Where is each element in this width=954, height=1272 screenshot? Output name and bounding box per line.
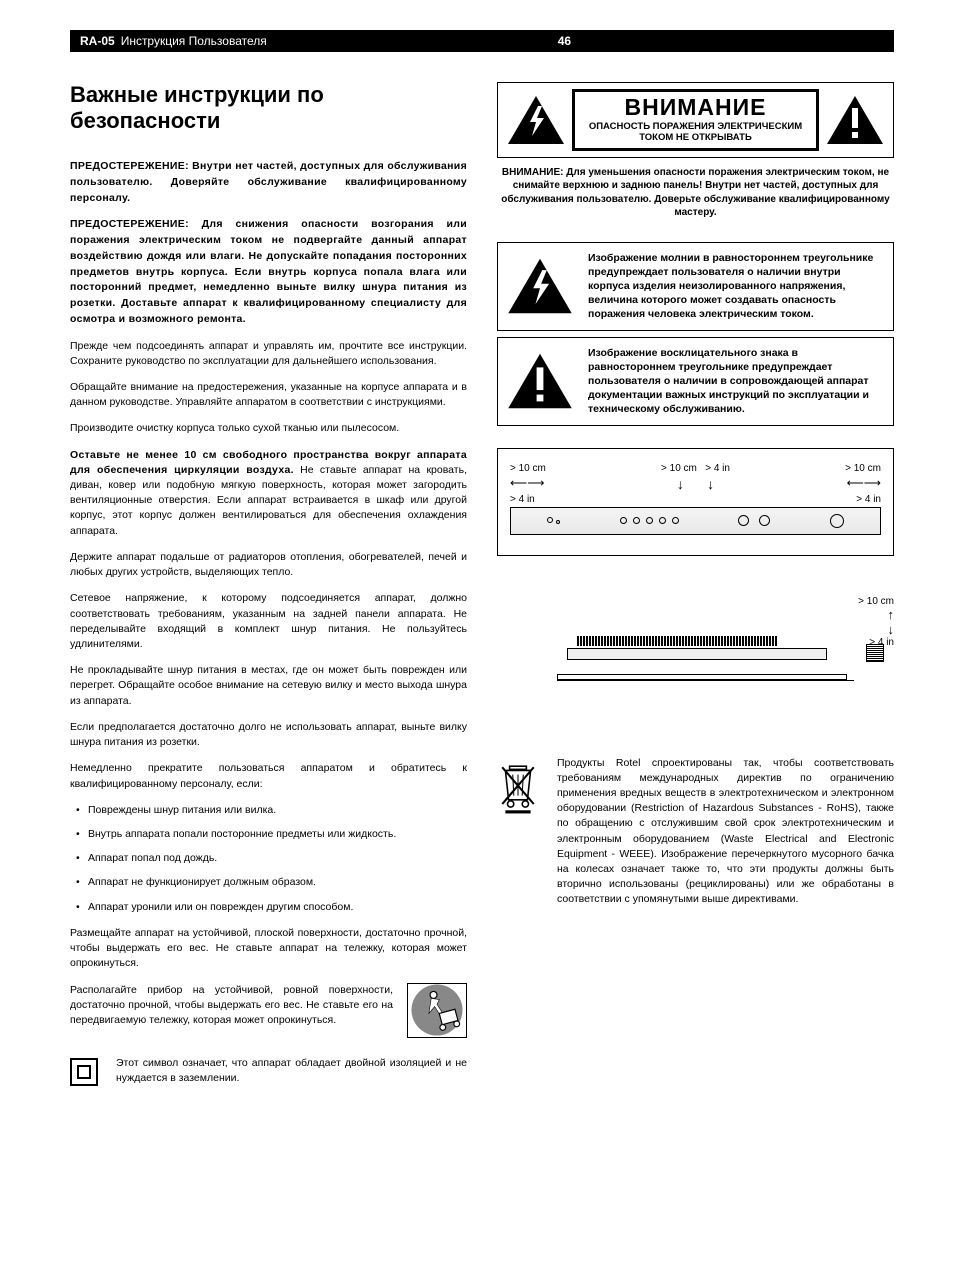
para-placement: Размещайте аппарат на устойчивой, плоско… (70, 926, 467, 972)
clearance-diagram-front: > 10 cm > 10 cm > 4 in > 10 cm ⟵⟶ ↓ ↓ ⟵⟶… (497, 448, 894, 556)
warning-subtitle: ОПАСНОСТЬ ПОРАЖЕНИЯ ЭЛЕКТРИЧЕСКИМ ТОКОМ … (583, 121, 808, 144)
fault-item: Внутрь аппарата попали посторонние предм… (70, 827, 467, 842)
weee-text: Продукты Rotel спроектированы так, чтобы… (557, 756, 894, 908)
clearance-label: > 4 in (705, 463, 730, 474)
fault-item: Повреждены шнур питания или вилка. (70, 803, 467, 818)
para-ventilation: Оставьте не менее 10 см свободного прост… (70, 448, 467, 539)
clearance-diagram-side: > 10 cm ↑↓ > 4 in (497, 596, 894, 726)
arrow-icon: ↑↓ (858, 607, 894, 637)
content-columns: Важные инструкции по безопасности ПРЕДОС… (70, 82, 894, 1086)
arrow-icon: ⟵⟶ (510, 476, 544, 492)
arrow-icon: ↓ ↓ (677, 476, 714, 492)
lightning-icon (506, 94, 566, 146)
page-title: Важные инструкции по безопасности (70, 82, 467, 134)
para-cleaning: Производите очистку корпуса только сухой… (70, 421, 467, 436)
warning-panel: ВНИМАНИЕ ОПАСНОСТЬ ПОРАЖЕНИЯ ЭЛЕКТРИЧЕСК… (497, 82, 894, 158)
fault-item: Аппарат попал под дождь. (70, 851, 467, 866)
left-column: Важные инструкции по безопасности ПРЕДОС… (70, 82, 467, 1086)
exclamation-symbol-text: Изображение восклицательного знака в рав… (588, 346, 885, 417)
lightning-symbol-block: Изображение молнии в равностороннем треу… (497, 242, 894, 331)
clearance-label: > 4 in (856, 494, 881, 505)
clearance-label: > 10 cm (510, 463, 546, 474)
weee-icon (497, 762, 539, 820)
double-insulation-block: Этот символ означает, что аппарат облада… (70, 1056, 467, 1086)
right-column: ВНИМАНИЕ ОПАСНОСТЬ ПОРАЖЕНИЯ ЭЛЕКТРИЧЕСК… (497, 82, 894, 1086)
warning-title: ВНИМАНИЕ (583, 94, 808, 121)
para-cord: Не прокладывайте шнур питания в местах, … (70, 663, 467, 709)
para-voltage: Сетевое напряжение, к которому подсоедин… (70, 591, 467, 652)
double-insulation-text: Этот символ означает, что аппарат облада… (116, 1056, 467, 1086)
para-unplug: Если предполагается достаточно долго не … (70, 720, 467, 750)
exclamation-icon (506, 351, 574, 411)
header-subtitle: Инструкция Пользователя (121, 34, 267, 48)
warning-1: ПРЕДОСТЕРЕЖЕНИЕ: Внутри нет частей, дост… (70, 159, 467, 206)
lightning-symbol-text: Изображение молнии в равностороннем треу… (588, 251, 885, 322)
para-heed-warnings: Обращайте внимание на предостережения, у… (70, 380, 467, 410)
warning-2: ПРЕДОСТЕРЕЖЕНИЕ: Для снижения опасности … (70, 217, 467, 327)
header-bar: RA-05 Инструкция Пользователя 46 (70, 30, 894, 52)
cart-tip-icon (407, 983, 467, 1038)
amplifier-side-drawing (557, 636, 854, 681)
arrow-icon: ⟵⟶ (847, 476, 881, 492)
clearance-label: > 10 cm (858, 596, 894, 607)
para-stop-use: Немедленно прекратите пользоваться аппар… (70, 761, 467, 791)
warning-center-box: ВНИМАНИЕ ОПАСНОСТЬ ПОРАЖЕНИЯ ЭЛЕКТРИЧЕСК… (572, 89, 819, 151)
exclamation-symbol-block: Изображение восклицательного знака в рав… (497, 337, 894, 426)
para-heat: Держите аппарат подальше от радиаторов о… (70, 550, 467, 580)
weee-block: Продукты Rotel спроектированы так, чтобы… (497, 756, 894, 908)
cart-text: Располагайте прибор на устойчивой, ровно… (70, 983, 393, 1029)
clearance-label: > 10 cm (661, 463, 697, 474)
model-label: RA-05 (80, 34, 115, 48)
amplifier-front-drawing (510, 507, 881, 535)
clearance-label: > 10 cm (845, 463, 881, 474)
clearance-label: > 4 in (510, 494, 535, 505)
fault-item: Аппарат не функционирует должным образом… (70, 875, 467, 890)
page-number: 46 (552, 34, 577, 48)
fault-item: Аппарат уронили или он поврежден другим … (70, 900, 467, 915)
lightning-icon (506, 256, 574, 316)
exclamation-icon (825, 94, 885, 146)
double-insulation-icon (70, 1058, 98, 1086)
para-read-first: Прежде чем подсоединять аппарат и управл… (70, 339, 467, 369)
fault-list: Повреждены шнур питания или вилка. Внутр… (70, 803, 467, 915)
warning-caption: ВНИМАНИЕ: Для уменьшения опасности пораж… (497, 166, 894, 220)
cart-warning-block: Располагайте прибор на устойчивой, ровно… (70, 983, 467, 1038)
